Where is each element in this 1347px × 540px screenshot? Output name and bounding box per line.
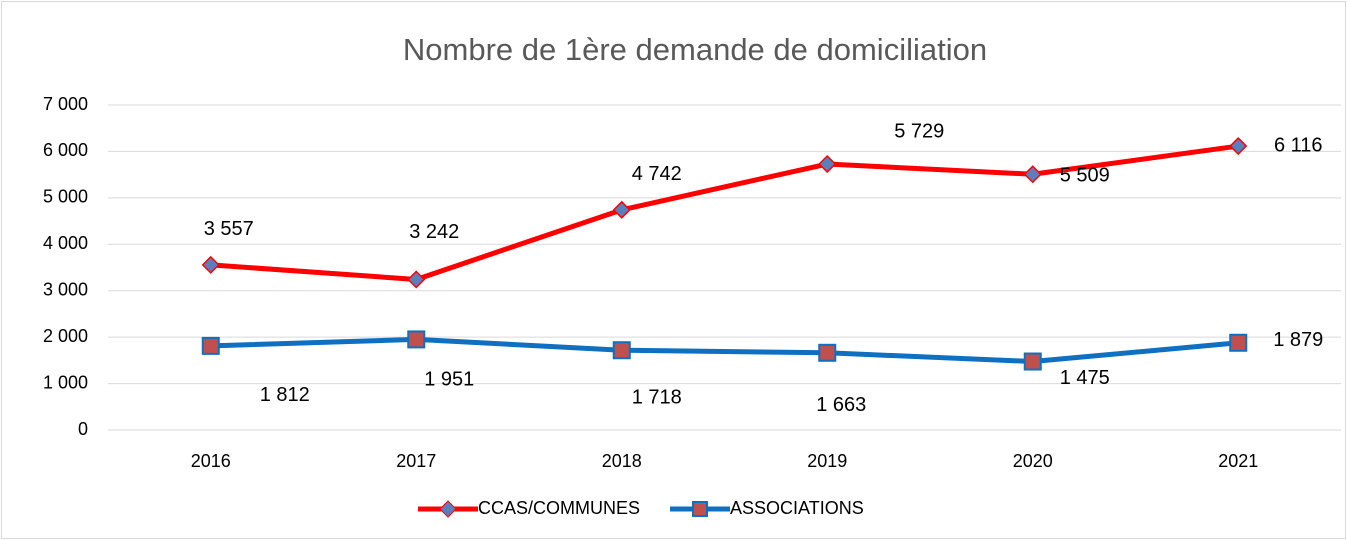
y-tick-label: 2 000 — [43, 326, 88, 346]
legend-marker — [692, 501, 709, 517]
marker — [407, 330, 426, 349]
x-tick-label: 2021 — [1218, 451, 1258, 471]
y-tick-label: 0 — [78, 419, 88, 439]
y-tick-label: 5 000 — [43, 187, 88, 207]
marker — [201, 255, 220, 274]
legend-label: CCAS/COMMUNES — [478, 498, 640, 518]
data-label: 3 557 — [204, 218, 254, 240]
x-tick-label: 2016 — [191, 451, 231, 471]
y-tick-label: 1 000 — [43, 372, 88, 392]
data-label: 4 742 — [632, 163, 682, 185]
legend-label: ASSOCIATIONS — [730, 498, 864, 518]
legend-marker — [439, 500, 457, 518]
marker — [1023, 352, 1042, 371]
y-tick-label: 4 000 — [43, 233, 88, 253]
series-line — [210, 143, 1239, 282]
series-line — [210, 336, 1239, 365]
data-label: 3 242 — [409, 221, 459, 243]
data-label: 5 509 — [1060, 165, 1110, 187]
marker — [612, 200, 631, 219]
x-tick-label: 2019 — [807, 451, 847, 471]
data-label: 1 812 — [260, 384, 310, 406]
marker — [818, 343, 837, 362]
data-label: 1 879 — [1273, 329, 1323, 351]
data-label: 1 475 — [1060, 367, 1110, 389]
y-tick-label: 3 000 — [43, 279, 88, 299]
marker — [1023, 165, 1042, 184]
marker — [818, 154, 837, 174]
marker — [407, 270, 426, 289]
x-tick-label: 2018 — [602, 451, 642, 471]
data-label: 1 718 — [632, 387, 682, 409]
marker — [1229, 333, 1248, 352]
data-label: 1 951 — [424, 369, 474, 391]
x-tick-label: 2020 — [1013, 451, 1053, 471]
marker — [1229, 136, 1248, 156]
marker — [201, 336, 220, 355]
marker — [612, 341, 631, 360]
data-label: 6 116 — [1274, 134, 1323, 156]
data-label: 5 729 — [894, 120, 944, 142]
data-label: 1 663 — [816, 394, 866, 416]
y-tick-label: 6 000 — [43, 140, 88, 160]
y-tick-label: 7 000 — [43, 94, 88, 114]
chart-title: Nombre de 1ère demande de domiciliation — [403, 32, 987, 67]
x-tick-label: 2017 — [396, 451, 436, 471]
